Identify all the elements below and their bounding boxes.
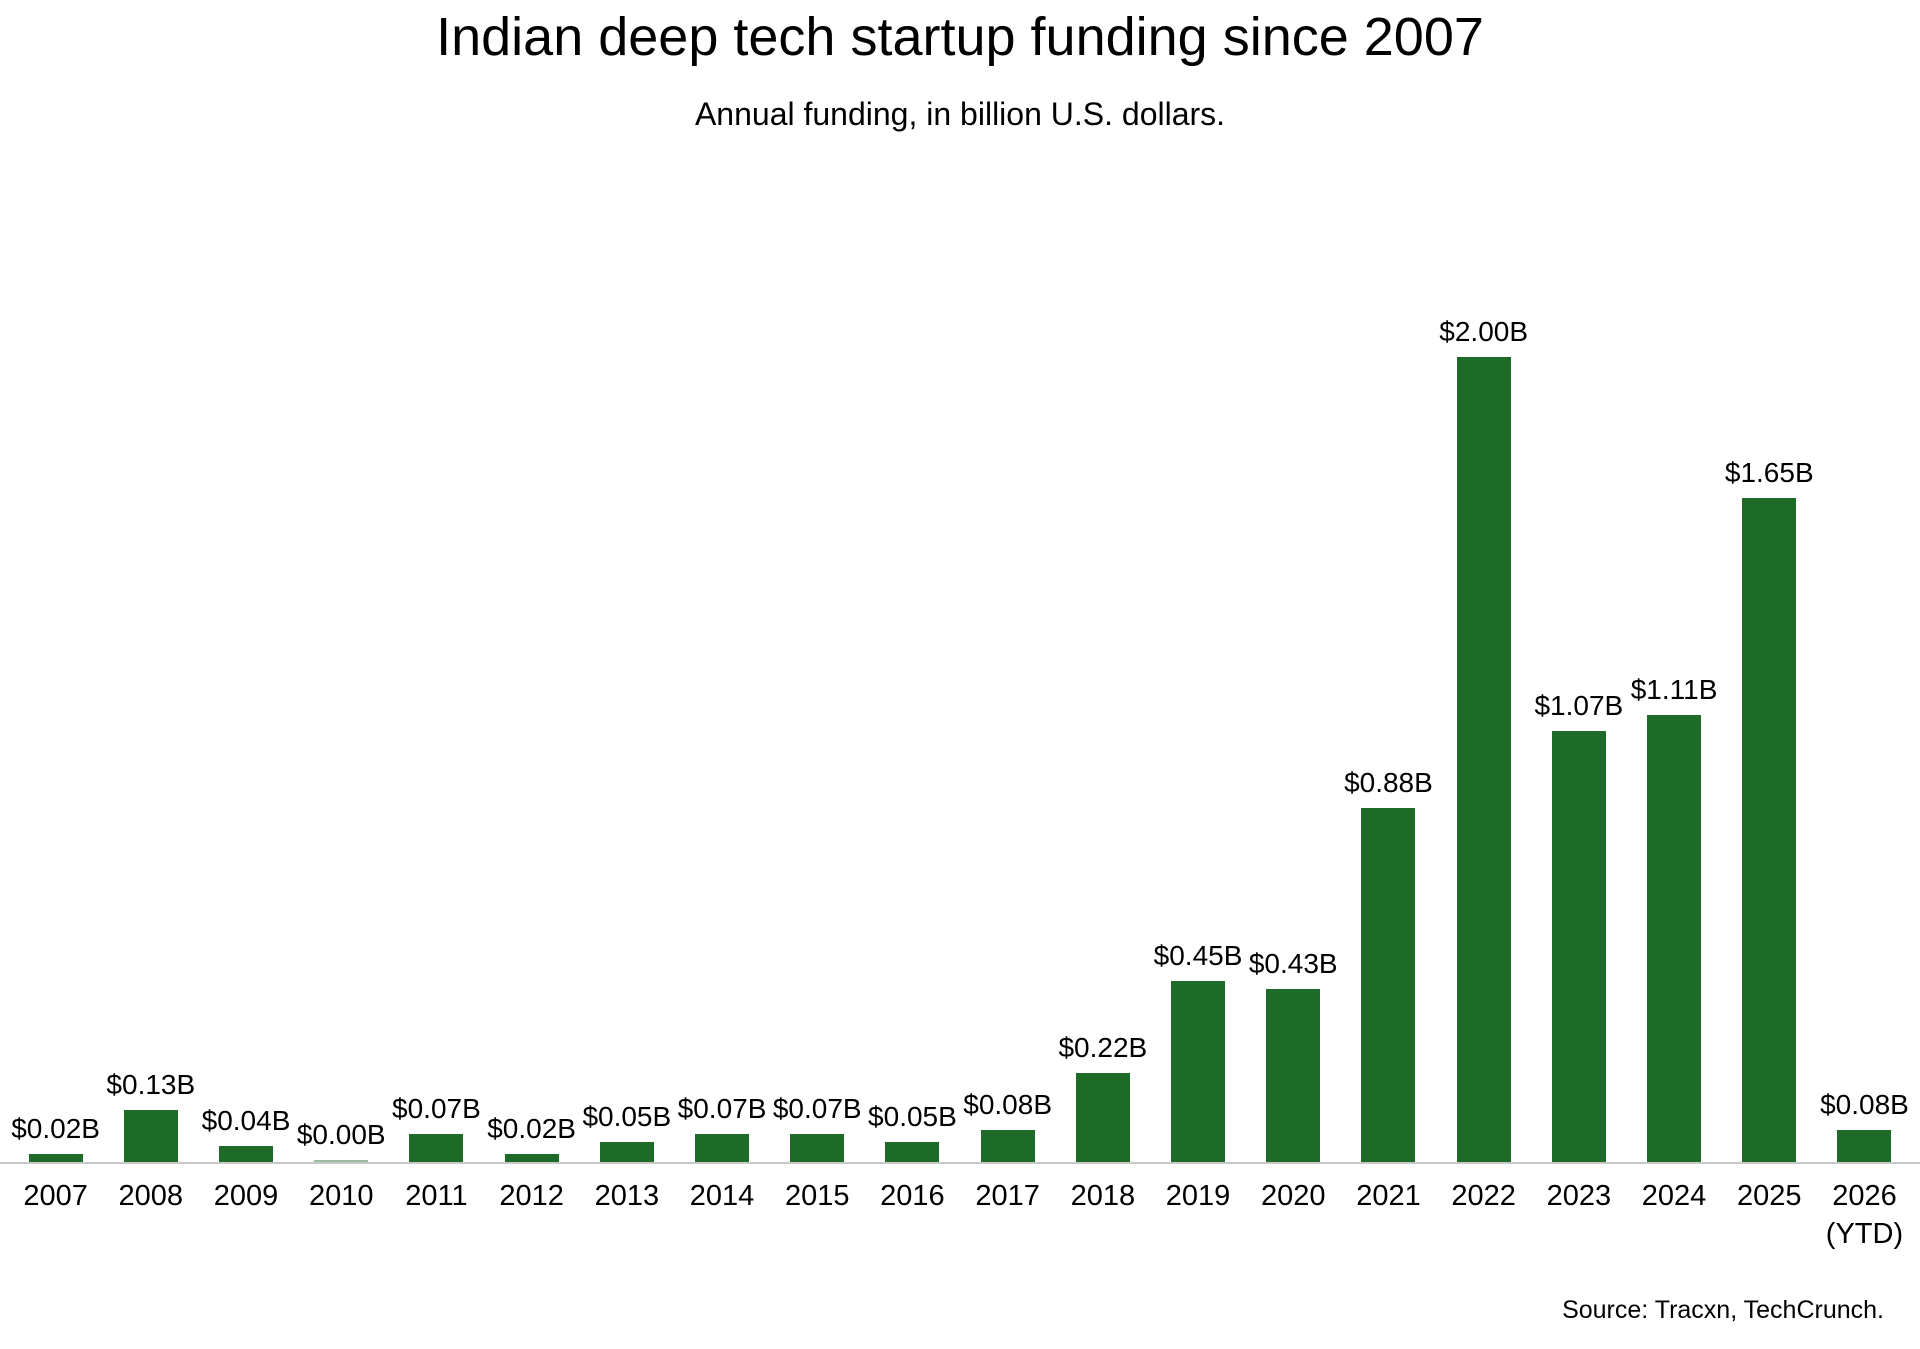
x-tick-label-2007: 2007 bbox=[23, 1180, 88, 1212]
bar-2011 bbox=[409, 1134, 464, 1162]
bar-group-2008: $0.13B bbox=[103, 1069, 198, 1162]
bar-group-2024: $1.11B bbox=[1626, 674, 1721, 1162]
bar-group-2023: $1.07B bbox=[1531, 690, 1626, 1162]
bar-value-label-2025: $1.65B bbox=[1724, 457, 1814, 489]
bar-group-2009: $0.04B bbox=[198, 1105, 293, 1162]
bar-2008 bbox=[123, 1110, 178, 1162]
bar-group-2017: $0.08B bbox=[960, 1089, 1055, 1162]
x-tick-label-2026: 2026 (YTD) bbox=[1825, 1180, 1904, 1250]
bar-value-label-2014: $0.07B bbox=[677, 1093, 767, 1125]
chart-title: Indian deep tech startup funding since 2… bbox=[436, 7, 1484, 67]
bar-2025 bbox=[1742, 498, 1797, 1162]
x-tick-label-2011: 2011 bbox=[405, 1180, 468, 1212]
x-tick-label-2018: 2018 bbox=[1070, 1180, 1136, 1212]
bar-2009 bbox=[219, 1146, 273, 1162]
bar-value-label-2015: $0.07B bbox=[772, 1093, 862, 1125]
x-tick-label-2012: 2012 bbox=[499, 1180, 564, 1212]
bar-value-label-2013: $0.05B bbox=[582, 1101, 672, 1133]
bar-value-label-2012: $0.02B bbox=[487, 1113, 576, 1145]
x-tick-label-2017: 2017 bbox=[975, 1180, 1040, 1212]
x-tick-label-2014: 2014 bbox=[689, 1180, 755, 1212]
bar-2007 bbox=[28, 1154, 83, 1162]
bar-group-2019: $0.45B bbox=[1150, 940, 1245, 1162]
bar-group-2010: $0.00B bbox=[294, 1119, 389, 1162]
bar-group-2021: $0.88B bbox=[1341, 767, 1436, 1162]
bar-value-label-2010: $0.00B bbox=[296, 1119, 386, 1151]
bar-value-label-2026: $0.08B bbox=[1820, 1089, 1909, 1121]
bar-value-label-2007: $0.02B bbox=[11, 1113, 100, 1145]
bar-value-label-2019: $0.45B bbox=[1153, 940, 1243, 972]
bar-2013 bbox=[599, 1142, 654, 1162]
bar-group-2011: $0.07B bbox=[389, 1093, 484, 1162]
bar-value-label-2011: $0.07B bbox=[392, 1093, 481, 1125]
bar-group-2022: $2.00B bbox=[1436, 316, 1531, 1162]
x-tick-label-2023: 2023 bbox=[1546, 1180, 1612, 1212]
x-axis-tick-row: 2007 2008 2009 2010 2011 2012 2013 2014 2015 2016… bbox=[8, 1178, 1912, 1253]
bar-2021 bbox=[1361, 808, 1416, 1162]
x-tick-label-2020: 2020 bbox=[1260, 1180, 1326, 1212]
x-tick-label-2022: 2022 bbox=[1451, 1180, 1516, 1212]
bar-group-2025: $1.65B bbox=[1722, 457, 1817, 1162]
bar-2018 bbox=[1075, 1073, 1130, 1162]
bar-2019 bbox=[1171, 981, 1226, 1162]
bar-2016 bbox=[885, 1142, 940, 1162]
bar-value-label-2016: $0.05B bbox=[868, 1101, 957, 1133]
bar-2026 bbox=[1837, 1130, 1892, 1162]
bar-group-2018: $0.22B bbox=[1055, 1032, 1150, 1162]
bar-value-label-2024: $1.11B bbox=[1630, 674, 1718, 706]
bar-chart-plot-area: $0.02B $0.13B $0.04B $0.00B $0.07B $0.02B $0.0… bbox=[8, 316, 1912, 1162]
bar-value-label-2017: $0.08B bbox=[963, 1089, 1052, 1121]
bar-2024 bbox=[1647, 715, 1702, 1162]
bar-2014 bbox=[695, 1134, 750, 1162]
x-tick-label-2025: 2025 bbox=[1737, 1180, 1802, 1212]
bar-value-label-2008: $0.13B bbox=[106, 1069, 196, 1101]
x-tick-label-2010: 2010 bbox=[308, 1180, 374, 1212]
x-axis-line bbox=[0, 1162, 1920, 1164]
x-tick-label-2009: 2009 bbox=[213, 1180, 279, 1212]
x-tick-label-2016: 2016 bbox=[880, 1180, 945, 1212]
bar-group-2020: $0.43B bbox=[1246, 948, 1341, 1162]
bar-group-2007: $0.02B bbox=[8, 1113, 103, 1162]
bar-value-label-2021: $0.88B bbox=[1344, 767, 1433, 799]
bar-2022 bbox=[1456, 357, 1511, 1162]
bar-group-2013: $0.05B bbox=[579, 1101, 674, 1162]
bar-2017 bbox=[980, 1130, 1035, 1162]
bar-2010 bbox=[314, 1160, 369, 1162]
x-tick-label-2015: 2015 bbox=[784, 1180, 850, 1212]
bar-value-label-2018: $0.22B bbox=[1058, 1032, 1148, 1064]
bar-2015 bbox=[790, 1134, 845, 1162]
bar-value-label-2023: $1.07B bbox=[1534, 690, 1624, 722]
x-tick-label-2021: 2021 bbox=[1356, 1180, 1421, 1212]
bar-group-2014: $0.07B bbox=[674, 1093, 769, 1162]
bar-value-label-2020: $0.43B bbox=[1248, 948, 1338, 980]
bar-2023 bbox=[1551, 731, 1606, 1162]
bar-group-2015: $0.07B bbox=[770, 1093, 865, 1162]
x-tick-label-2019: 2019 bbox=[1165, 1180, 1231, 1212]
bar-group-2012: $0.02B bbox=[484, 1113, 579, 1162]
bar-group-2026: $0.08B bbox=[1817, 1089, 1912, 1162]
x-tick-label-2008: 2008 bbox=[118, 1180, 184, 1212]
bar-2020 bbox=[1266, 989, 1321, 1162]
x-tick-label-2024: 2024 bbox=[1641, 1180, 1707, 1212]
bar-value-label-2009: $0.04B bbox=[201, 1105, 291, 1137]
source-note: Source: Tracxn, TechCrunch. bbox=[1562, 1296, 1884, 1324]
chart-subtitle: Annual funding, in billion U.S. dollars. bbox=[694, 96, 1226, 132]
bar-group-2016: $0.05B bbox=[865, 1101, 960, 1162]
x-tick-label-2013: 2013 bbox=[594, 1180, 660, 1212]
bar-value-label-2022: $2.00B bbox=[1439, 316, 1529, 348]
bar-2012 bbox=[504, 1154, 559, 1162]
